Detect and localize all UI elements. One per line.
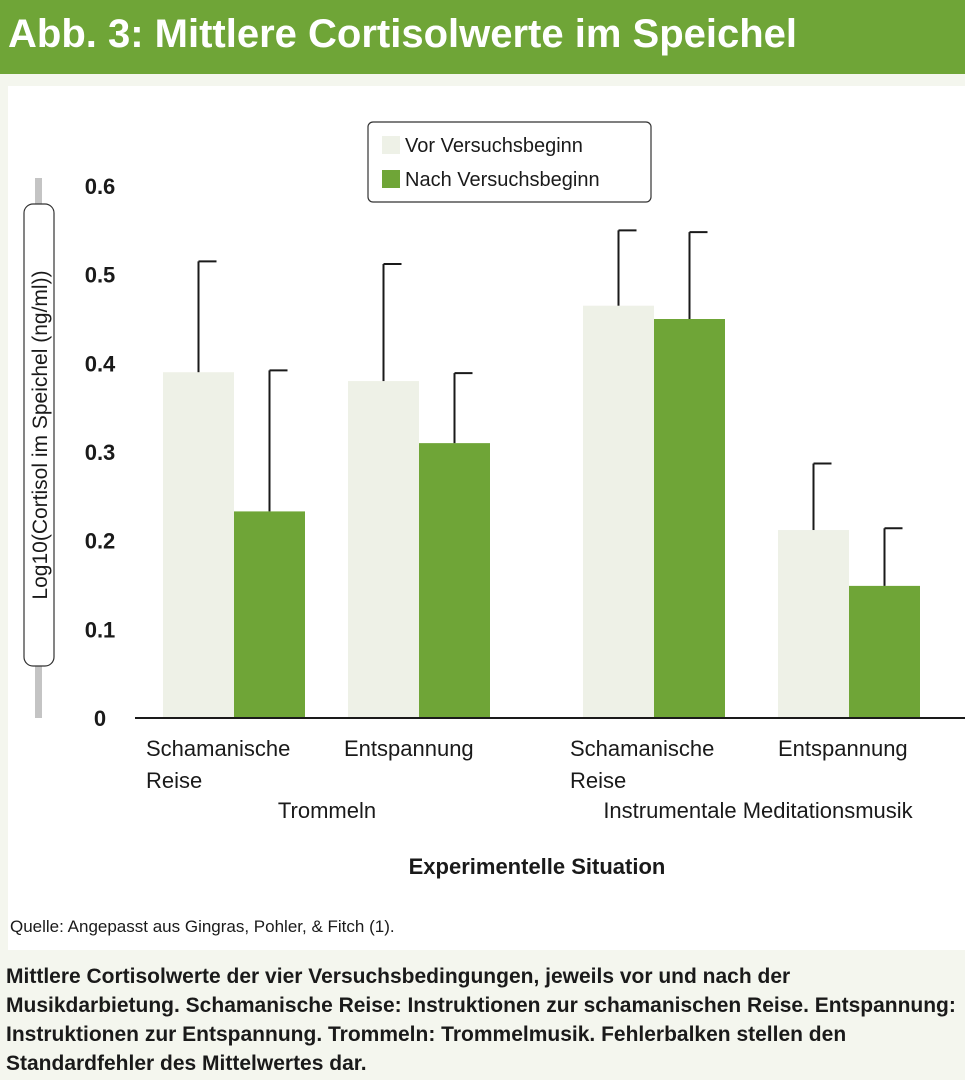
y-tick-label: 0.4 [85,351,116,376]
figure-title: Abb. 3: Mittlere Cortisolwerte im Speich… [8,12,798,56]
bar [583,305,654,718]
x-tick-label: Reise [570,768,626,793]
legend-box [367,121,652,203]
x-tick-label: Schamanische [146,736,290,761]
x-group-label: Trommeln [278,798,376,823]
chart-panel: 0 0.1 0.2 0.3 0.4 0.5 0.6 Log10(Cortisol im Spe… [8,86,965,950]
bar [849,585,920,718]
y-tick-label: 0.6 [85,174,116,199]
y-tick-label: 0.2 [85,529,116,554]
bar [419,443,490,718]
bar [234,511,305,718]
x-tick-label: Schamanische [570,736,714,761]
legend-label: Nach Versuchsbeginn [405,169,600,191]
bar-chart: 0 0.1 0.2 0.3 0.4 0.5 0.6 Log10(Cortisol im Spe… [10,121,965,936]
bar [654,319,725,718]
figure-header: Abb. 3: Mittlere Cortisolwerte im Speich… [0,0,965,74]
y-tick-label: 0.3 [85,440,116,465]
x-tick-label: Entspannung [344,736,474,761]
y-axis-label-box [23,203,55,667]
x-tick-label: Entspannung [778,736,908,761]
legend-swatch [382,170,400,188]
y-tick-label: 0.5 [85,263,116,288]
bar [163,372,234,718]
y-axis-label: Log10(Cortisol im Speichel (ng/ml)) [29,270,52,599]
figure-caption: Mittlere Cortisolwerte der vier Versuchs… [6,965,956,1075]
y-tick-label: 0.1 [85,617,116,642]
source-note: Quelle: Angepasst aus Gingras, Pohler, &… [10,917,395,936]
y-tick-label: 0 [94,706,106,731]
legend-label: Vor Versuchsbeginn [405,135,583,157]
bar [348,381,419,718]
x-axis-label: Experimentelle Situation [409,854,666,879]
legend-swatch [382,136,400,154]
x-group-label: Instrumentale Meditationsmusik [603,798,913,823]
bar [778,530,849,718]
x-tick-label: Reise [146,768,202,793]
